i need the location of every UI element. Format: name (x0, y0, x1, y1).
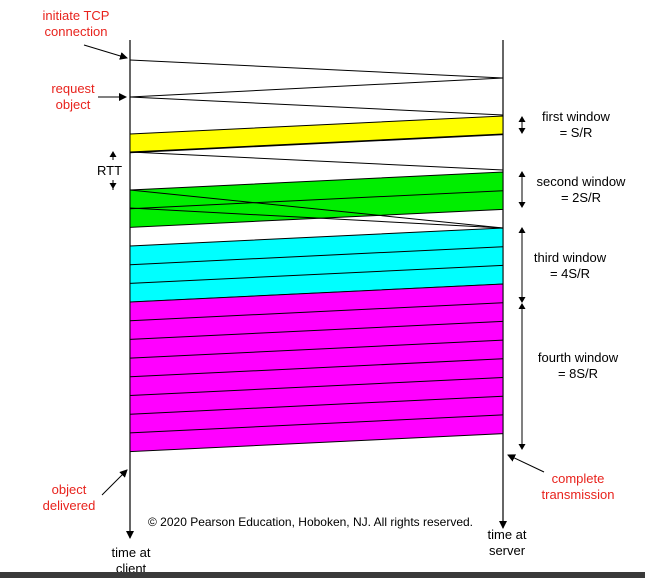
fourth-window-segment-divider (129, 320, 504, 340)
initiate-tcp-label-line1: initiate TCP (42, 8, 110, 23)
initiate-tcp-label-line2: connection (44, 24, 108, 39)
server-time-label-line2: server (488, 543, 526, 558)
initiate-tcp-arrow (83, 44, 128, 60)
complete-transmission-arrow (507, 454, 545, 473)
server-time-label-line1: time at (487, 527, 527, 542)
bottom-bar (0, 572, 645, 578)
third-window-label-line1: third window (533, 250, 607, 265)
first-window-label-line1: first window (542, 109, 610, 124)
ack-line-3 (129, 207, 504, 229)
fourth-window-segment-divider (129, 395, 504, 415)
third-window-span-arrow (518, 227, 526, 303)
second-window-label-line1: second window (536, 174, 626, 189)
complete-transmission-label-line2: transmission (541, 487, 615, 502)
fourth-window-segment-divider (129, 339, 504, 359)
object-delivered-arrow (101, 469, 128, 496)
fourth-window-segment-divider (129, 414, 504, 434)
fourth-window-span-arrow (518, 303, 526, 450)
second-window-segment-divider (129, 190, 504, 210)
request-object-label-line1: request (51, 81, 95, 96)
first-window-span-arrow (518, 116, 526, 134)
server-time-label: time at server (476, 527, 538, 559)
ack-line-2 (129, 151, 504, 171)
rtt-arrow (109, 151, 117, 190)
ack-line-1 (129, 133, 504, 153)
fourth-window-label-line2: = 8S/R (557, 366, 599, 381)
second-window-label: second window = 2S/R (528, 174, 634, 206)
object-delivered-label-line2: delivered (42, 498, 96, 513)
fourth-window-label: fourth window = 8S/R (526, 350, 630, 382)
fourth-window-segment-divider (129, 302, 504, 322)
first-window-band (129, 115, 504, 154)
third-window-label: third window = 4S/R (522, 250, 618, 282)
copyright-text: © 2020 Pearson Education, Hoboken, NJ. A… (148, 515, 474, 529)
second-window-label-line2: = 2S/R (560, 190, 602, 205)
fourth-window-segment-divider (129, 377, 504, 396)
third-window-segment-divider (129, 264, 504, 284)
object-delivered-label-line1: object (51, 482, 87, 497)
first-window-label-line2: = S/R (559, 125, 593, 140)
synack-line (129, 77, 504, 98)
fourth-window-label-line1: fourth window (537, 350, 619, 365)
request-line (129, 96, 504, 116)
complete-transmission-label-line1: complete (551, 471, 605, 486)
initiate-tcp-label: initiate TCP connection (28, 8, 124, 40)
complete-transmission-label: complete transmission (532, 471, 624, 503)
rtt-label: RTT (97, 163, 123, 178)
request-object-label-line2: object (55, 97, 91, 112)
second-window-span-arrow (518, 171, 526, 208)
third-window-label-line2: = 4S/R (549, 266, 591, 281)
request-object-label: request object (38, 81, 108, 113)
third-window-segment-divider (129, 246, 504, 266)
fourth-window-segment-divider (129, 358, 504, 378)
first-window-label: first window = S/R (526, 109, 626, 141)
client-time-label-line1: time at (111, 545, 151, 560)
second-window-ack-line (129, 189, 504, 229)
syn-line (129, 59, 504, 79)
object-delivered-label: object delivered (34, 482, 104, 514)
